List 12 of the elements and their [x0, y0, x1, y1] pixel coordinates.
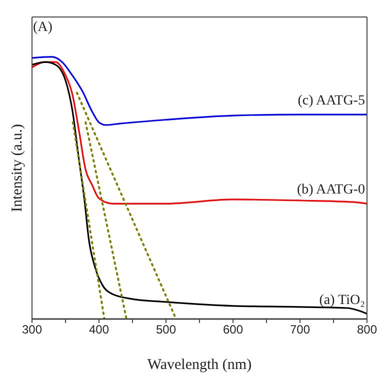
series-label: (b) AATG-0 [296, 182, 365, 198]
x-tick-label: 700 [290, 322, 310, 337]
x-tick-label: 400 [88, 322, 110, 337]
y-axis-title: Intensity (a.u.) [9, 124, 26, 212]
series-label: (a) TiO₂ [319, 292, 366, 308]
x-tick-label: 500 [156, 322, 176, 337]
text: (A) [33, 20, 52, 36]
x-axis-title: Wavelength (nm) [147, 357, 252, 373]
x-tick-label: 300 [22, 322, 42, 337]
x-tick-label: 600 [222, 322, 244, 337]
series-label: (c) AATG-5 [298, 94, 365, 109]
x-tick-label: 800 [356, 322, 378, 337]
